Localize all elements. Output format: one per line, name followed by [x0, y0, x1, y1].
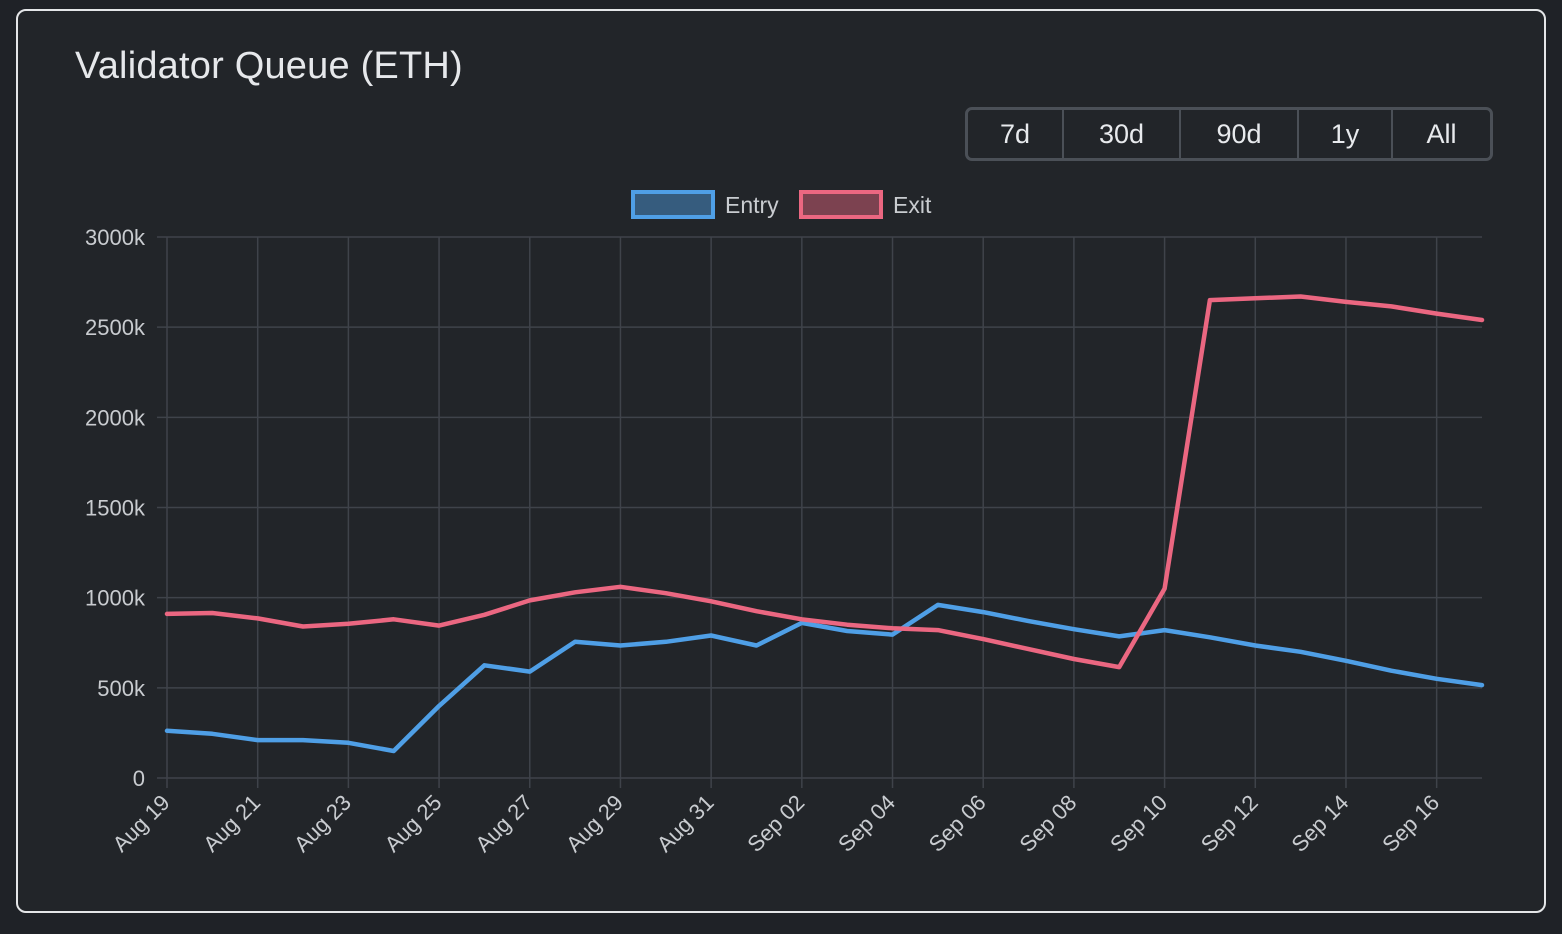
- x-tick-label: Aug 27: [470, 790, 537, 857]
- y-tick-label: 0: [133, 766, 145, 791]
- y-tick-label: 1000k: [85, 586, 146, 611]
- x-tick-label: Sep 14: [1287, 790, 1354, 857]
- legend-exit-swatch[interactable]: [799, 190, 883, 219]
- chart-grid: [157, 236, 1482, 788]
- x-tick-label: Aug 23: [289, 790, 356, 857]
- x-tick-label: Sep 02: [742, 790, 809, 857]
- y-tick-label: 2000k: [85, 405, 146, 430]
- x-tick-label: Sep 16: [1377, 790, 1444, 857]
- x-tick-label: Aug 31: [652, 790, 719, 857]
- chart-legend[interactable]: Entry Exit: [631, 190, 932, 219]
- x-tick-label: Sep 08: [1014, 790, 1081, 857]
- x-tick-label: Sep 10: [1105, 790, 1172, 857]
- range-button-7d[interactable]: 7d: [968, 110, 1064, 158]
- y-tick-label: 3000k: [85, 225, 146, 250]
- series-line-entry: [164, 602, 1485, 754]
- x-tick-label: Aug 21: [198, 790, 265, 857]
- range-button-all[interactable]: All: [1393, 110, 1490, 158]
- x-tick-label: Sep 04: [833, 790, 900, 857]
- range-button-90d[interactable]: 90d: [1181, 110, 1299, 158]
- y-tick-label: 500k: [97, 676, 146, 701]
- x-tick-label: Aug 29: [561, 790, 628, 857]
- y-tick-label: 1500k: [85, 496, 146, 521]
- legend-entry-swatch[interactable]: [631, 190, 715, 219]
- x-axis-ticks: Aug 19 Aug 21 Aug 23 Aug 25 Aug 27 Aug 29 Aug …: [108, 790, 1445, 857]
- legend-exit-label[interactable]: Exit: [893, 192, 932, 218]
- x-tick-label: Sep 12: [1196, 790, 1263, 857]
- x-tick-label: Aug 25: [380, 790, 447, 857]
- x-tick-label: Aug 19: [108, 790, 175, 857]
- legend-entry-label[interactable]: Entry: [725, 192, 779, 218]
- y-axis-ticks: 0 500k 1000k 1500k 2000k 2500k 3000k: [85, 225, 146, 791]
- y-tick-label: 2500k: [85, 315, 146, 340]
- x-tick-label: Sep 06: [924, 790, 991, 857]
- range-button-30d[interactable]: 30d: [1064, 110, 1181, 158]
- range-button-1y[interactable]: 1y: [1299, 110, 1393, 158]
- chart-card: Validator Queue (ETH) 7d 30d 90d 1y All: [16, 9, 1546, 913]
- chart-series: [164, 294, 1485, 754]
- chart-title: Validator Queue (ETH): [75, 45, 463, 87]
- time-range-selector: 7d 30d 90d 1y All: [965, 107, 1493, 161]
- series-line-exit: [164, 294, 1485, 670]
